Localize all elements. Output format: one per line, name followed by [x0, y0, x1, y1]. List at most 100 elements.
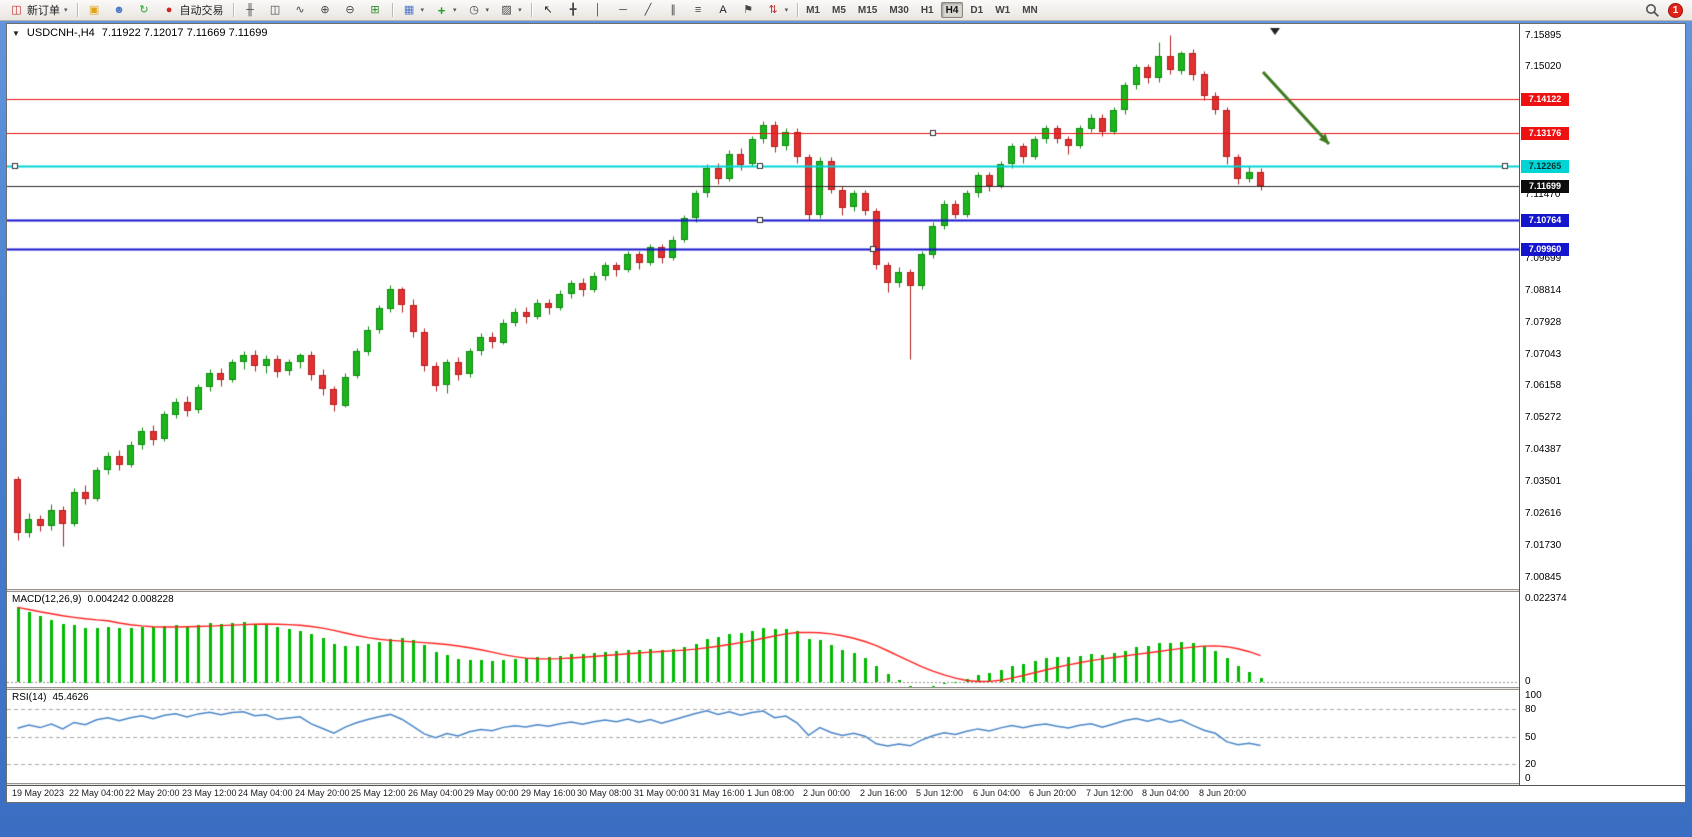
time-axis-label: 31 May 00:00: [634, 788, 689, 798]
rsi-chart-canvas[interactable]: [7, 690, 1519, 783]
autotrading-button-label: 自动交易: [179, 5, 224, 17]
macd-indicator-label: MACD(12,26,9) 0.004242 0.008228: [12, 594, 174, 605]
timeframe-h4[interactable]: H4: [940, 2, 964, 18]
price-tick-label: 7.00845: [1525, 572, 1562, 583]
zoom-out-icon: ⊖: [345, 3, 355, 16]
time-axis[interactable]: 19 May 2023 22 May 04:00 22 May 20:00 23 Ma…: [7, 785, 1685, 802]
timeframe-m5[interactable]: M5: [832, 5, 846, 16]
price-tick-label: 7.05272: [1525, 412, 1562, 423]
toolbar-separator: [232, 3, 234, 17]
label-button[interactable]: ⚑: [737, 2, 760, 19]
price-line-badge: 7.12265: [1521, 160, 1569, 173]
bar-chart-button[interactable]: ╫: [239, 2, 262, 19]
timeframe-d1[interactable]: D1: [970, 5, 984, 16]
templates-button[interactable]: ▨ ▾: [495, 2, 526, 19]
rsi-axis-label: 50: [1525, 732, 1537, 743]
vertical-line-button[interactable]: │: [587, 2, 610, 19]
time-axis-label: 2 Jun 00:00: [803, 788, 851, 798]
macd-chart-canvas[interactable]: [7, 592, 1519, 687]
toolbar-separator: [76, 3, 78, 17]
price-tick-label: 7.15020: [1525, 61, 1562, 72]
new-chart-button[interactable]: ▦ ▾: [398, 2, 429, 19]
chevron-down-icon: ▾: [453, 7, 457, 14]
timeframe-m30[interactable]: M30: [889, 5, 909, 16]
refresh-button[interactable]: ↻: [133, 2, 156, 19]
time-axis-label: 30 May 08:00: [577, 788, 632, 798]
search-icon[interactable]: [1645, 3, 1660, 18]
macd-values: 0.004242 0.008228: [87, 594, 174, 605]
time-axis-label: 7 Jun 12:00: [1086, 788, 1134, 798]
price-tick-label: 7.07043: [1525, 349, 1562, 360]
time-axis-label: 31 May 16:00: [690, 788, 745, 798]
new-chart-icon: ▦: [403, 3, 415, 16]
tile-windows-button[interactable]: ⊞: [364, 2, 387, 19]
market-button[interactable]: ▣: [83, 2, 106, 19]
chevron-down-icon: ▾: [518, 7, 522, 14]
indicators-button[interactable]: + ▾: [430, 2, 461, 19]
price-axis[interactable]: 7.15895 7.15020 7.11470 7.09699 7.08814 7.079…: [1519, 24, 1685, 785]
toolbar-items: ◫ 新订单 ▾ ▣ ☻ ↻ ● 自动交易 ╫ ◫ ∿ ⊕ ⊖ ⊞ ▦ ▾ + ▾ ◷ ▾ ▨ ▾ ↖ ╋ │ ─ ╱ ∥ ≡ A ⚑ ⇅ ▾: [5, 2, 801, 19]
arrows-button[interactable]: ⇅ ▾: [762, 2, 793, 19]
chart-title: ▼ USDCNH-,H4 7.11922 7.12017 7.11669 7.1…: [12, 27, 268, 40]
time-axis-label: 23 May 12:00: [182, 788, 237, 798]
time-axis-label: 5 Jun 12:00: [916, 788, 964, 798]
label-icon: ⚑: [743, 3, 754, 16]
refresh-icon: ↻: [139, 3, 149, 16]
horizontal-line-button[interactable]: ─: [612, 2, 635, 19]
cursor-button[interactable]: ↖: [537, 2, 560, 19]
vline-icon: │: [594, 3, 602, 16]
timeframe-m15[interactable]: M15: [857, 5, 878, 16]
chevron-down-icon: ▾: [784, 7, 789, 14]
tile-windows-icon: ⊞: [370, 3, 380, 16]
chart-ohlc-quotes: 7.11922 7.12017 7.11669 7.11699: [101, 27, 268, 39]
pane-divider[interactable]: [7, 687, 1685, 690]
chart-menu-icon[interactable]: ▼: [12, 29, 20, 38]
candlestick-icon: ◫: [269, 3, 281, 16]
rsi-axis-label: 80: [1525, 704, 1537, 715]
notification-badge[interactable]: 1: [1668, 2, 1683, 18]
price-line-badge: 7.09960: [1521, 243, 1569, 256]
timeframe-mn[interactable]: MN: [1022, 5, 1038, 16]
zoom-in-button[interactable]: ⊕: [314, 2, 337, 19]
trendline-button[interactable]: ╱: [637, 2, 660, 19]
rsi-value: 45.4626: [52, 692, 89, 703]
candlestick-chart-button[interactable]: ◫: [264, 2, 287, 19]
time-axis-label: 6 Jun 20:00: [1029, 788, 1077, 798]
periods-button[interactable]: ◷ ▾: [463, 2, 494, 19]
pane-divider[interactable]: [7, 589, 1685, 592]
new-order-button-label: 新订单: [27, 5, 60, 17]
autotrading-button[interactable]: ● 自动交易: [158, 2, 228, 19]
fibonacci-icon: ≡: [694, 3, 702, 16]
time-axis-label: 22 May 04:00: [69, 788, 124, 798]
community-button[interactable]: ☻: [108, 2, 131, 19]
new-order-button[interactable]: ◫ 新订单 ▾: [5, 2, 72, 19]
cursor-icon: ↖: [543, 3, 553, 16]
price-line-badge: 7.14122: [1521, 93, 1569, 106]
rsi-axis-label: 20: [1525, 759, 1537, 770]
line-chart-button[interactable]: ∿: [289, 2, 312, 19]
time-axis-label: 26 May 04:00: [408, 788, 463, 798]
time-axis-label: 24 May 20:00: [295, 788, 350, 798]
toolbar-separator: [530, 3, 532, 17]
candlestick-chart-canvas[interactable]: [7, 24, 1519, 589]
text-button[interactable]: A: [712, 2, 735, 19]
hline-icon: ─: [619, 3, 627, 16]
price-tick-label: 7.04387: [1525, 444, 1562, 455]
time-axis-label: 8 Jun 20:00: [1199, 788, 1247, 798]
chart-symbol-period: USDCNH-,H4: [26, 27, 95, 39]
macd-axis-label: 0: [1525, 676, 1531, 687]
channel-button[interactable]: ∥: [662, 2, 685, 19]
chevron-down-icon: ▾: [485, 7, 490, 14]
price-tick-label: 7.06158: [1525, 380, 1562, 391]
crosshair-button[interactable]: ╋: [562, 2, 585, 19]
timeframe-m1[interactable]: M1: [806, 5, 820, 16]
toolbar: ◫ 新订单 ▾ ▣ ☻ ↻ ● 自动交易 ╫ ◫ ∿ ⊕ ⊖ ⊞ ▦ ▾ + ▾ ◷ ▾ ▨ ▾ ↖ ╋ │ ─ ╱ ∥ ≡ A ⚑ ⇅ ▾ M…: [0, 0, 1692, 21]
timeframe-h1[interactable]: H1: [920, 5, 934, 16]
price-tick-label: 7.08814: [1525, 285, 1562, 296]
zoom-out-button[interactable]: ⊖: [339, 2, 362, 19]
price-tick-label: 7.09699: [1525, 253, 1562, 264]
price-tick-label: 7.07928: [1525, 317, 1562, 328]
fibonacci-button[interactable]: ≡: [687, 2, 710, 19]
chevron-down-icon: ▾: [420, 7, 425, 14]
timeframe-w1[interactable]: W1: [995, 5, 1011, 16]
